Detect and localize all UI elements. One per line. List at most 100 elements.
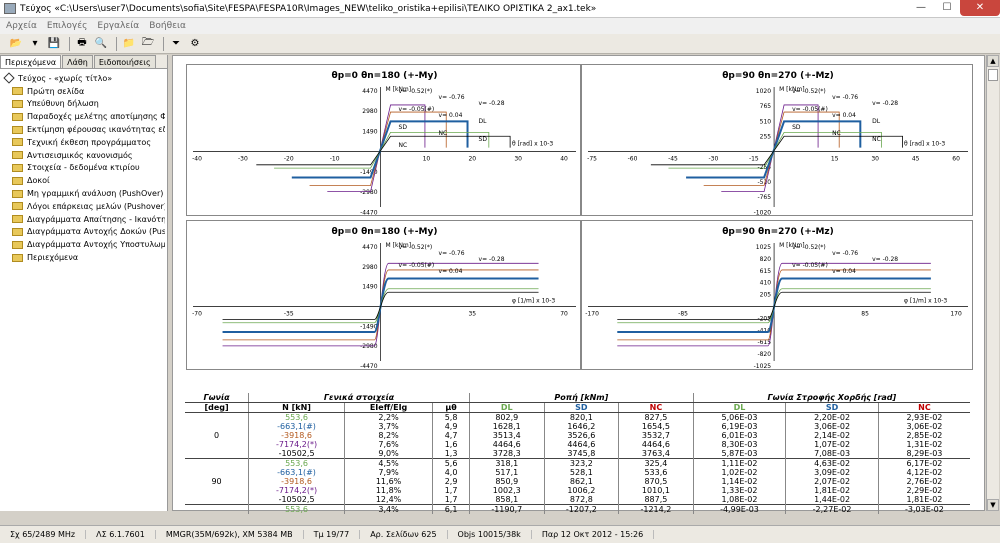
menu-bar: Αρχεία Επιλογές Εργαλεία Βοήθεια (0, 18, 1000, 34)
tree-item-label: Διαγράμματα Απαίτησης - Ικανότητ (27, 214, 165, 224)
title-bar: Τεύχος «C:\Users\user7\Documents\sofia\S… (0, 0, 1000, 18)
y-tick-label: 1490 (362, 128, 377, 135)
tree-item-label: Λόγοι επάρκειας μελών (Pushover) (27, 201, 165, 211)
curve-label: v= -0.76 (832, 94, 858, 101)
table-cell: 887,5 (618, 495, 694, 505)
tree-item[interactable]: Στοιχεία - δεδομένα κτιρίου (2, 162, 165, 175)
table-cell: 3,06E-02 (785, 422, 879, 431)
table-cell: 1,02E-02 (692, 468, 786, 477)
tree-item[interactable]: Δοκοί (2, 174, 165, 187)
dropdown-arrow-icon[interactable]: ▾ (32, 38, 38, 49)
close-button[interactable]: ✕ (960, 0, 1000, 16)
table-cell: 11,8% (343, 486, 433, 495)
x-tick-label: 70 (560, 311, 568, 318)
tree-item[interactable]: Αντισεισμικός κανονισμός (2, 149, 165, 162)
maximize-button[interactable]: ☐ (942, 2, 952, 13)
menu-tools[interactable]: Εργαλεία (97, 21, 140, 31)
tree-item[interactable]: Λόγοι επάρκειας μελών (Pushover) (2, 200, 165, 213)
chart-panel-curvature-my: θp=0 θn=180 (+-My) M [kNm] φ [1/m] x 10-3 4… (186, 220, 581, 370)
app-icon (4, 3, 16, 14)
capacity-curve (703, 111, 840, 186)
x-axis-label: φ [1/m] x 10-3 (904, 298, 947, 305)
y-tick-label: -2980 (360, 343, 378, 350)
tab-errors[interactable]: Λάθη (62, 55, 93, 68)
table-cell: 7,08E-03 (785, 449, 879, 459)
table-cell: 3513,4 (468, 431, 545, 440)
tree-root[interactable]: Τεύχος - «χωρίς τίτλο» (2, 72, 165, 85)
curve-label: SD (479, 136, 488, 143)
curve-label: NC (439, 130, 448, 137)
tree-item[interactable]: Πρώτη σελίδα (2, 85, 165, 98)
curve-label: v= 0.04 (832, 112, 856, 119)
tree-item[interactable]: Εκτίμηση φέρουσας ικανότητας εδάφ (2, 123, 165, 136)
folder-icon (12, 215, 23, 224)
save-icon[interactable]: 💾 (47, 38, 61, 49)
curve-label: SD (399, 124, 408, 131)
y-tick-label: 1020 (756, 88, 771, 95)
tree-item[interactable]: Παραδοχές μελέτης αποτίμησης Φ.Ι.- (2, 110, 165, 123)
scroll-thumb[interactable] (988, 69, 998, 81)
x-tick-label: -170 (585, 311, 599, 318)
table-cell: -663,1(#) (248, 422, 345, 431)
table-cell: 2,76E-02 (877, 477, 970, 486)
folder-open-icon[interactable]: 🗁 (141, 37, 155, 48)
y-axis-label: M [kNm] (779, 242, 805, 249)
curve-label: v= -0.28 (479, 256, 505, 263)
col-moment-nc: NC (618, 402, 694, 413)
table-cell: 1,7 (432, 486, 470, 495)
capacity-curve (721, 104, 819, 193)
folder-icon (12, 176, 23, 185)
col-moment-dl: DL (468, 402, 545, 413)
folder-icon (12, 125, 23, 134)
curve-label: v= -0.76 (439, 94, 465, 101)
chart-title: θp=90 θn=270 (+-Mz) (722, 227, 834, 237)
print-preview-icon[interactable]: 🔍 (94, 38, 108, 49)
minimize-button[interactable]: — (916, 2, 926, 13)
table-cell: -7174,2(*) (248, 440, 345, 449)
menu-options[interactable]: Επιλογές (46, 21, 88, 31)
y-tick-label: 205 (760, 292, 772, 299)
table-cell: 1654,5 (618, 422, 694, 431)
table-cell: 4464,6 (468, 440, 545, 449)
tab-notifications[interactable]: Ειδοποιήσεις (93, 55, 156, 68)
table-cell: 1,7 (432, 495, 470, 505)
x-axis-label: θ [rad] x 10-3 (512, 141, 553, 148)
tree-item[interactable]: Διαγράμματα Αντοχής Υποστυλωμάτ (2, 238, 165, 251)
tree-item[interactable]: Διαγράμματα Απαίτησης - Ικανότητ (2, 213, 165, 226)
tree-item[interactable]: Υπεύθυνη δήλωση (2, 98, 165, 111)
open-icon[interactable]: 📂 (9, 38, 23, 49)
table-cell: 2,85E-02 (877, 431, 970, 440)
tree-item[interactable]: Τεχνική έκθεση προγράμματος (2, 136, 165, 149)
table-cell: 6,1 (432, 504, 470, 514)
filter-settings-icon[interactable]: ⚙ (190, 38, 200, 49)
filter-icon[interactable]: ⏷ (172, 38, 180, 49)
curve-label: v= -0.52(*) (399, 244, 433, 251)
tree-item[interactable]: Διαγράμματα Αντοχής Δοκών (Pusho (2, 226, 165, 239)
menu-files[interactable]: Αρχεία (6, 21, 37, 31)
table-cell: 2,2% (343, 412, 433, 422)
tree-item[interactable]: Περιεχόμενα (2, 251, 165, 264)
table-cell: 1,33E-02 (692, 486, 786, 495)
table-cell: 3532,7 (618, 431, 694, 440)
tree-item[interactable]: Μη γραμμική ανάλυση (PushOver) (2, 187, 165, 200)
table-cell: 3,06E-02 (877, 422, 970, 431)
print-icon[interactable]: 🖶 (77, 37, 87, 48)
table-cell: -4,99E-03 (692, 504, 786, 514)
chart-panel-rotation-my: θp=0 θn=180 (+-My) M [kNm] θ [rad] x 10-3 4… (186, 64, 581, 216)
table-cell: 6,19E-03 (692, 422, 786, 431)
status-field: ΛΣ 6.1.7601 (86, 530, 156, 539)
curve-label: v= -0.76 (832, 250, 858, 257)
x-tick-label: 30 (871, 156, 879, 163)
folder-icon (12, 112, 23, 121)
scroll-down-icon[interactable]: ▼ (987, 499, 999, 511)
tree-item-label: Περιεχόμενα (27, 253, 79, 263)
x-tick-label: -30 (238, 156, 248, 163)
vertical-scrollbar[interactable]: ▲ ▼ (986, 55, 999, 511)
x-tick-label: 35 (468, 311, 476, 318)
curve-label: NC (832, 130, 841, 137)
tab-contents[interactable]: Περιεχόμενα (0, 55, 62, 68)
menu-help[interactable]: Βοήθεια (149, 21, 186, 31)
scroll-up-icon[interactable]: ▲ (987, 55, 999, 67)
x-axis-label: φ [1/m] x 10-3 (512, 298, 555, 305)
folder-up-icon[interactable]: 📁 (122, 38, 136, 49)
